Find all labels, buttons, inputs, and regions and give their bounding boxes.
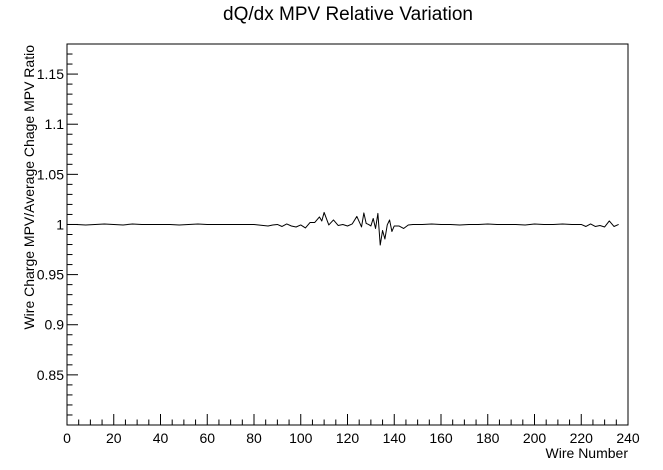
x-axis: 0 20 40 60 80 100 120 140 160 180 200 220 240 <box>63 414 640 446</box>
x-tick-label: 60 <box>199 430 215 446</box>
x-tick-label: 140 <box>383 430 407 446</box>
y-tick-label: 1.15 <box>37 66 64 82</box>
x-tick-label: 240 <box>616 430 640 446</box>
y-axis: 0.85 0.9 0.95 1 1.05 1.1 1.15 <box>37 43 78 426</box>
x-tick-label: 100 <box>289 430 313 446</box>
y-axis-label: Wire Charge MPV/Average Chage MPV Ratio <box>21 45 37 330</box>
series-group <box>67 211 619 246</box>
x-tick-label: 80 <box>246 430 262 446</box>
plot-frame <box>66 43 629 426</box>
y-tick-label: 1 <box>56 216 64 232</box>
x-tick-label: 220 <box>570 430 594 446</box>
x-tick-label: 40 <box>153 430 169 446</box>
y-tick-label: 0.85 <box>37 367 64 383</box>
x-tick-label: 160 <box>429 430 453 446</box>
x-tick-label: 20 <box>106 430 122 446</box>
y-tick-label: 0.9 <box>45 317 65 333</box>
x-tick-label: 0 <box>63 430 71 446</box>
x-axis-label: Wire Number <box>546 445 629 461</box>
x-tick-label: 200 <box>523 430 547 446</box>
series-line <box>67 211 619 246</box>
chart-title: dQ/dx MPV Relative Variation <box>223 4 473 25</box>
x-tick-label: 180 <box>476 430 500 446</box>
y-tick-label: 1.05 <box>37 166 64 182</box>
y-tick-label: 1.1 <box>45 116 65 132</box>
x-tick-label: 120 <box>336 430 360 446</box>
plot-frame-rect <box>66 43 629 426</box>
y-tick-label: 0.95 <box>37 267 64 283</box>
